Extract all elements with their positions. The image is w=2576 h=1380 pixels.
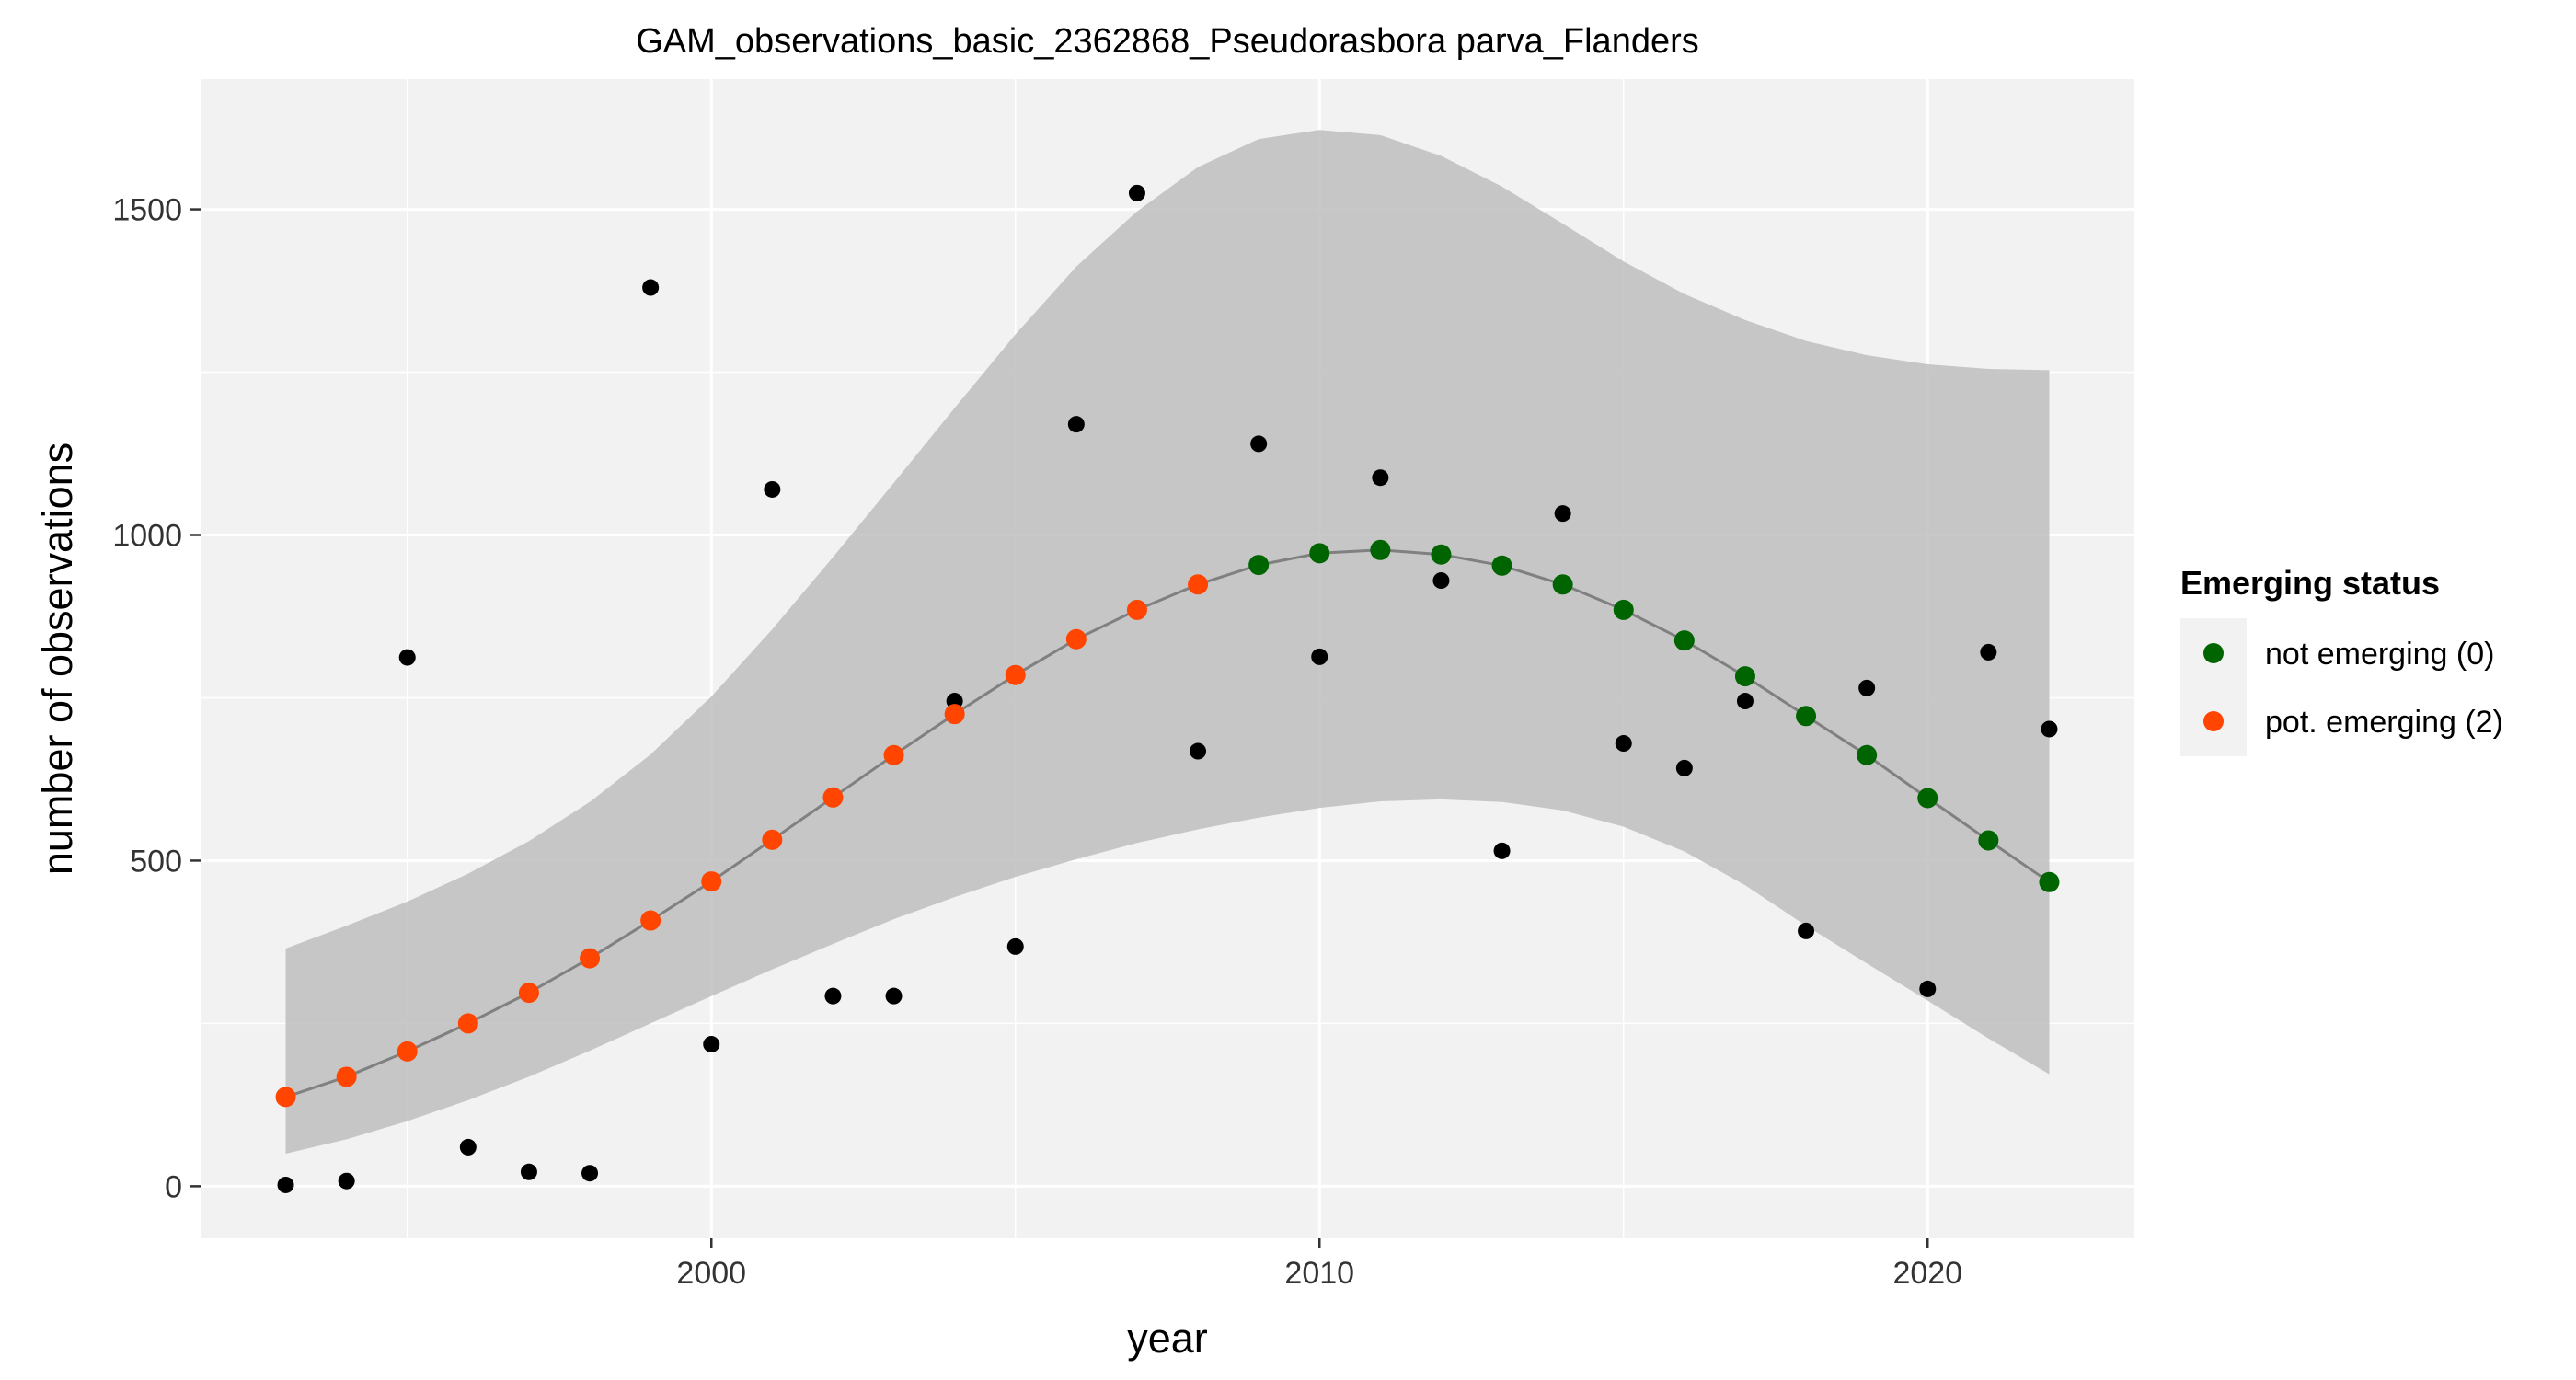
observed-point [1919, 980, 1937, 997]
fitted-point-not-emerging [1370, 539, 1391, 560]
fitted-point-pot-emerging [762, 829, 783, 850]
x-axis-title: year [1127, 1315, 1208, 1362]
observed-point [1675, 759, 1693, 776]
observed-point [764, 480, 781, 498]
confidence-ribbon [285, 130, 2050, 1155]
observed-point [642, 279, 660, 296]
y-tick-label: 1500 [112, 193, 182, 228]
fitted-point-pot-emerging [580, 948, 601, 969]
observed-point [1615, 735, 1632, 753]
fitted-point-pot-emerging [397, 1041, 418, 1062]
observed-point [1858, 679, 1876, 696]
observed-point [1372, 469, 1389, 487]
observed-point [277, 1176, 294, 1193]
fitted-point-pot-emerging [883, 744, 904, 765]
observed-point [1736, 693, 1754, 710]
fitted-point-pot-emerging [1188, 574, 1209, 595]
legend-key-not-emerging [2203, 643, 2224, 663]
fitted-point-not-emerging [2039, 871, 2060, 892]
fitted-point-not-emerging [1309, 543, 1330, 564]
legend-label-not-emerging: not emerging (0) [2265, 637, 2494, 672]
fitted-point-pot-emerging [640, 910, 661, 931]
x-tick-label: 2010 [1284, 1256, 1354, 1291]
fitted-point-not-emerging [1613, 599, 1634, 620]
legend-label-pot-emerging: pot. emerging (2) [2265, 705, 2503, 740]
observed-point [703, 1036, 720, 1053]
observed-point [1006, 937, 1024, 955]
observed-point [1554, 505, 1571, 523]
y-axis: 0 500 1000 1500 [112, 193, 201, 1204]
fitted-point-pot-emerging [1065, 628, 1087, 650]
fitted-point-pot-emerging [457, 1013, 478, 1034]
y-axis-title: number of observations [34, 443, 81, 875]
x-axis: 2000 2010 2020 [676, 1238, 1962, 1291]
fitted-point-not-emerging [1491, 555, 1512, 576]
observed-point [1250, 435, 1268, 453]
fitted-point-not-emerging [1796, 706, 1817, 727]
observed-point [581, 1165, 599, 1182]
fitted-point-pot-emerging [944, 704, 965, 725]
observed-point [1067, 416, 1085, 433]
fitted-point-not-emerging [1734, 666, 1755, 687]
observed-point [1128, 184, 1145, 201]
observed-point [338, 1172, 355, 1190]
fitted-point-not-emerging [1552, 574, 1573, 595]
observed-point [520, 1163, 537, 1180]
observed-point [1980, 643, 1997, 661]
fitted-point-pot-emerging [518, 983, 539, 1004]
observed-point [824, 987, 842, 1005]
fitted-point-pot-emerging [701, 871, 722, 892]
fitted-point-pot-emerging [336, 1066, 357, 1087]
observed-point [1432, 572, 1450, 590]
fitted-point-not-emerging [1857, 744, 1878, 765]
fitted-point-pot-emerging [1005, 664, 1026, 685]
observed-point [1190, 742, 1207, 760]
fitted-point-pot-emerging [1126, 599, 1147, 620]
fitted-point-not-emerging [1248, 555, 1270, 576]
y-tick-label: 500 [130, 844, 182, 879]
fitted-point-pot-emerging [822, 787, 844, 808]
fitted-point-not-emerging [1431, 544, 1452, 565]
x-tick-label: 2020 [1892, 1256, 1962, 1291]
fitted-points [275, 539, 2060, 1108]
legend-key-pot-emerging [2203, 711, 2224, 731]
y-tick-label: 1000 [112, 519, 182, 554]
observed-point [398, 649, 416, 666]
legend-title: Emerging status [2180, 564, 2440, 602]
fitted-point-not-emerging [1673, 630, 1695, 651]
observed-point [1798, 922, 1815, 939]
observed-point [1493, 842, 1511, 859]
fitted-point-not-emerging [1917, 788, 1938, 809]
observed-point [1311, 648, 1328, 665]
chart-title: GAM_observations_basic_2362868_Pseudoras… [636, 22, 1699, 61]
fitted-point-pot-emerging [275, 1087, 296, 1108]
observed-point [2041, 720, 2058, 738]
y-tick-label: 0 [165, 1169, 182, 1204]
legend: Emerging status not emerging (0) pot. em… [2180, 564, 2503, 756]
observed-point [885, 987, 903, 1005]
observed-point [459, 1138, 477, 1156]
fitted-point-not-emerging [1978, 830, 1999, 851]
x-tick-label: 2000 [676, 1256, 746, 1291]
legend-key-background [2180, 618, 2247, 756]
gam-fit-line [285, 548, 2051, 1098]
